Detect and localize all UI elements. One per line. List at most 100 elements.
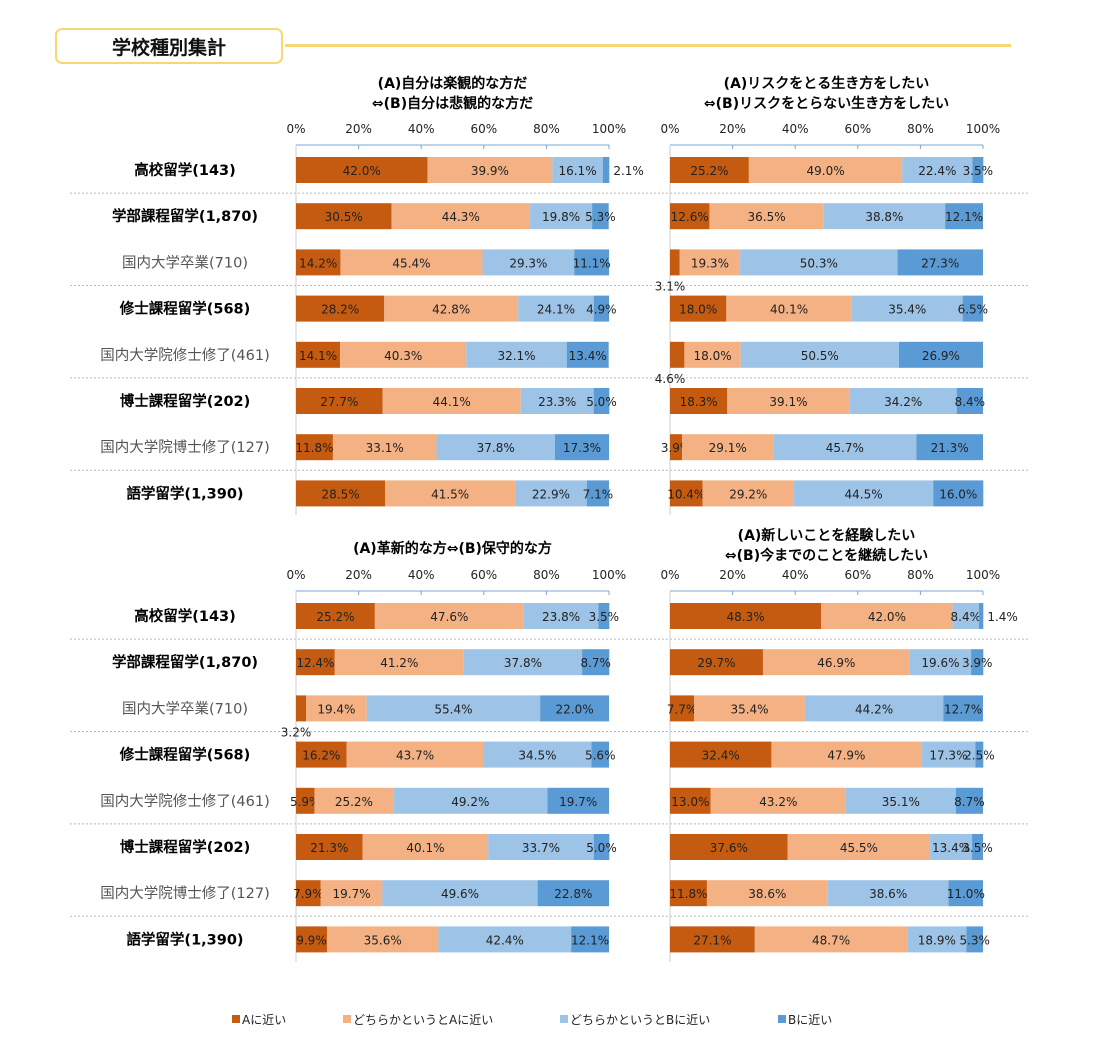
data-label: 48.3%: [727, 610, 765, 624]
bar-segment: [520, 388, 594, 414]
bar-segment: [296, 741, 347, 768]
x-tick-label: 20%: [345, 122, 372, 136]
data-label: 9.9%: [296, 933, 327, 947]
bar-segment: [602, 157, 610, 183]
bar-segment: [694, 695, 805, 722]
data-label: 21.3%: [310, 841, 348, 855]
data-label: 13.4%: [932, 841, 970, 855]
bar-segment: [740, 249, 898, 276]
chart-title: (A)新しいことを経験したい: [738, 527, 916, 544]
bar-segment: [670, 157, 749, 183]
bar-segment: [804, 695, 944, 722]
legend-label: Bに近い: [788, 1013, 832, 1027]
data-label: 19.3%: [691, 256, 729, 270]
data-label: 44.5%: [845, 487, 883, 501]
x-tick-label: 40%: [408, 122, 435, 136]
data-label: 5.6%: [585, 749, 616, 763]
bar-segment: [754, 926, 908, 953]
legend-label: どちらかというとBに近い: [570, 1013, 710, 1027]
data-label: 18.0%: [694, 349, 732, 363]
bar-segment: [727, 388, 850, 414]
category-label: 学部課程留学(1,870): [112, 207, 258, 225]
data-label: 22.9%: [532, 487, 570, 501]
bar-segment: [902, 157, 973, 183]
bar-segment: [296, 388, 383, 414]
bar-segment: [966, 926, 983, 953]
bar-segment: [466, 341, 567, 368]
x-tick-label: 80%: [533, 568, 560, 582]
x-tick-label: 40%: [782, 122, 809, 136]
bar-segment: [518, 295, 594, 322]
x-tick-label: 0%: [660, 568, 679, 582]
data-label: 12.1%: [571, 933, 609, 947]
data-label: 37.8%: [477, 441, 515, 455]
bar-segment: [952, 603, 979, 629]
data-label: 44.1%: [433, 395, 471, 409]
data-label: 42.0%: [343, 164, 381, 178]
category-label: 学部課程留学(1,870): [112, 653, 258, 671]
data-label: 16.0%: [939, 487, 977, 501]
bar-segment: [296, 434, 333, 461]
data-label: 2.1%: [613, 164, 644, 178]
data-label: 7.7%: [667, 702, 698, 716]
bar-segment: [362, 834, 489, 860]
bar-segment: [482, 249, 575, 276]
bar-segment: [296, 649, 335, 676]
bar-segment: [702, 480, 794, 507]
chart-title: ⇔(B)今までのことを継続したい: [725, 547, 928, 564]
data-label: 35.4%: [888, 303, 926, 317]
bar-segment: [515, 480, 587, 507]
bar-segment: [552, 157, 603, 183]
data-label: 4.9%: [586, 303, 617, 317]
data-label: 10.4%: [667, 487, 705, 501]
bar-segment: [670, 926, 755, 953]
bar-segment: [771, 741, 922, 768]
data-label: 47.6%: [430, 610, 468, 624]
data-label: 44.2%: [855, 702, 893, 716]
data-label: 23.3%: [538, 395, 576, 409]
bar-segment: [670, 695, 695, 722]
bar-segment: [306, 695, 367, 722]
data-label: 40.1%: [406, 841, 444, 855]
bar-segment: [821, 603, 953, 629]
bar-segment: [366, 695, 541, 722]
data-label: 14.2%: [299, 256, 337, 270]
data-label: 16.2%: [302, 749, 340, 763]
data-label: 42.8%: [432, 303, 470, 317]
data-label: 42.0%: [868, 610, 906, 624]
bar-segment: [670, 480, 703, 507]
bar-segment: [296, 249, 341, 276]
data-label: 8.4%: [951, 610, 982, 624]
bar-segment: [670, 787, 711, 814]
data-label: 38.6%: [869, 887, 907, 901]
data-label: 3.9%: [962, 656, 993, 670]
category-label: 修士課程留学(568): [119, 746, 251, 764]
bar-segment: [909, 649, 972, 676]
data-label: 38.8%: [865, 210, 903, 224]
category-label: 国内大学院博士修了(127): [100, 439, 270, 456]
bar-segment: [945, 203, 983, 230]
data-label: 36.5%: [747, 210, 785, 224]
data-label: 5.9%: [290, 795, 321, 809]
bar-segment: [978, 603, 984, 629]
bar-segment: [762, 649, 910, 676]
bar-segment: [971, 649, 984, 676]
bar-segment: [296, 480, 386, 507]
bar-segment: [334, 649, 464, 676]
data-label: 55.4%: [434, 702, 472, 716]
x-tick-label: 80%: [533, 122, 560, 136]
data-label: 19.7%: [332, 887, 370, 901]
data-label: 19.7%: [559, 795, 597, 809]
data-label: 8.7%: [580, 656, 611, 670]
data-label: 2.5%: [964, 749, 995, 763]
data-label: 19.8%: [542, 210, 580, 224]
bar-segment: [962, 295, 983, 322]
bar-segment: [943, 695, 983, 722]
data-label: 23.8%: [542, 610, 580, 624]
data-label: 50.3%: [800, 256, 838, 270]
category-label: 高校留学(143): [134, 161, 236, 179]
data-label: 46.9%: [817, 656, 855, 670]
category-label: 国内大学卒業(710): [122, 254, 248, 271]
data-label: 11.8%: [669, 887, 707, 901]
